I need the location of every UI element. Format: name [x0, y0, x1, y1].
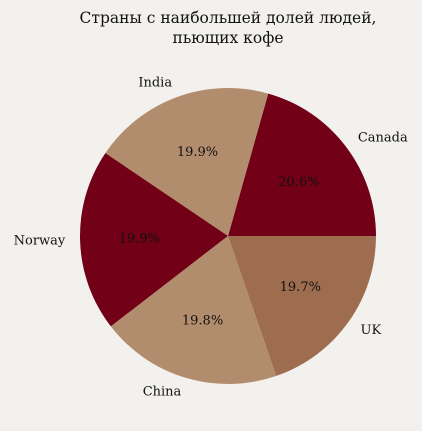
- pie-pct-label-china: 19.8%: [182, 314, 223, 329]
- pie-slice-india: [105, 87, 269, 236]
- pie-slice-china: [110, 236, 277, 384]
- chart-title-line-2: пьющих кофе: [172, 29, 284, 47]
- pie-slice-uk: [228, 236, 376, 376]
- pie-slice-canada: [228, 93, 376, 236]
- pie-category-label-india: India: [138, 76, 172, 91]
- pie-category-label-norway: Norway: [14, 234, 66, 249]
- pie-pct-label-norway: 19.9%: [119, 231, 160, 246]
- pie-pct-label-uk: 19.7%: [280, 280, 321, 295]
- pie-slice-norway: [80, 153, 228, 327]
- pie-category-label-uk: UK: [361, 323, 382, 338]
- chart-title-line-1: Страны с наибольшей долей людей,: [79, 9, 377, 27]
- pie-pct-label-india: 19.9%: [177, 145, 218, 160]
- pie-slices: [80, 87, 376, 384]
- pie-pct-label-canada: 20.6%: [278, 175, 319, 190]
- chart-title: Страны с наибольшей долей людей, пьющих …: [0, 8, 422, 48]
- pie-category-label-china: China: [143, 384, 182, 399]
- pie-labels: 20.6% Canada 19.9% India 19.9% Norway 19.8% Chi…: [14, 76, 408, 400]
- pie-category-label-canada: Canada: [358, 130, 408, 145]
